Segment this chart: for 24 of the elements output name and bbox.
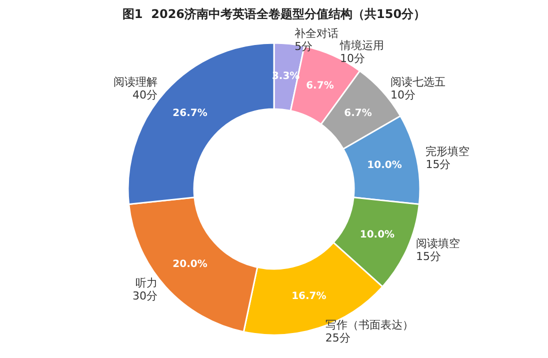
data-label: 30分 — [132, 289, 158, 302]
text: 6.7% — [306, 80, 334, 92]
data-label: 40分 — [132, 88, 158, 102]
text: 10.0% — [367, 160, 402, 172]
slice-label: 补全对话 — [294, 26, 339, 40]
data-label: 15分 — [426, 158, 451, 171]
slice-label: 情境运用 — [339, 38, 384, 52]
data-label: 15分 — [416, 250, 442, 264]
slice-label: 阅读理解 — [114, 76, 158, 89]
slice-label: 阅读七选五 — [390, 76, 446, 89]
data-label: 25分 — [325, 332, 350, 345]
slice-label: 写作（书面表达） — [325, 318, 414, 332]
slice-label: 完形填空 — [426, 144, 470, 158]
slice-label: 阅读填空 — [416, 237, 460, 250]
chart-title: 图1 2026济南中考英语全卷题型分值结构（共150分） — [122, 7, 426, 21]
text: 6.7% — [344, 108, 372, 119]
text: 26.7% — [172, 108, 208, 119]
text: 10.0% — [360, 229, 395, 240]
slice-label: 听力 — [136, 276, 158, 290]
data-label: 5分 — [294, 40, 313, 53]
text: 16.7% — [292, 290, 326, 302]
text: 20.0% — [172, 259, 208, 270]
data-label: 10分 — [390, 88, 416, 102]
data-label: 10分 — [340, 52, 366, 65]
